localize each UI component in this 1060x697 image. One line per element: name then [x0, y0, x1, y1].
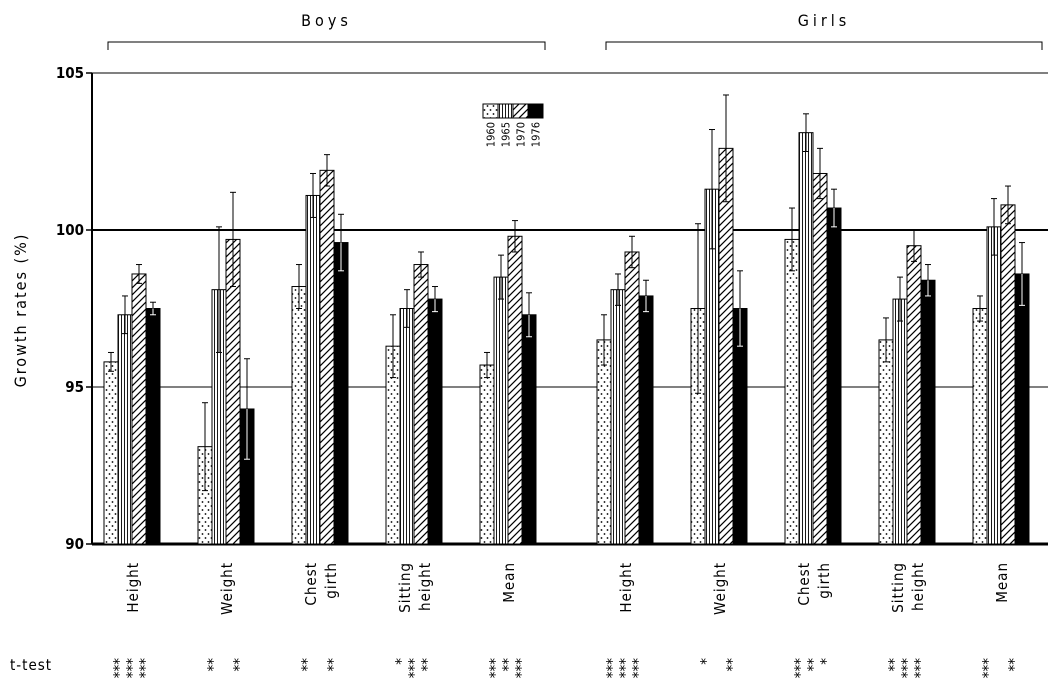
ttest-stars: *** — [136, 658, 154, 678]
category-label: Height — [617, 562, 635, 613]
category-label: Weight — [711, 562, 729, 615]
ttest-stars: * — [817, 658, 835, 665]
group-label: Girls — [798, 11, 851, 30]
bar-1970 — [812, 172, 828, 545]
y-tick-label: 95 — [65, 378, 84, 396]
legend-swatch-1960 — [482, 103, 499, 119]
ttest-stars: *** — [110, 658, 128, 678]
bar-1970 — [624, 251, 640, 545]
group-label: Boys — [301, 11, 352, 30]
ttest-stars: ** — [298, 658, 316, 672]
legend-label: 1960 — [485, 122, 498, 147]
bar-1976 — [920, 279, 936, 545]
y-tick-label: 105 — [56, 64, 84, 82]
category-label: Sitting — [889, 562, 907, 613]
legend-swatch-1970 — [512, 103, 529, 119]
ttest-stars: * — [697, 658, 715, 665]
category-label: height — [909, 562, 927, 611]
bar-1960 — [291, 286, 307, 545]
bar-1976 — [427, 298, 443, 545]
category-label: Chest — [795, 562, 813, 606]
ttest-stars: ** — [804, 658, 822, 672]
bar-1970 — [1000, 204, 1016, 545]
category-label: Chest — [302, 562, 320, 606]
legend-swatch-1965 — [497, 103, 514, 119]
bar-1976 — [145, 308, 161, 545]
bar-1965 — [798, 132, 814, 545]
ttest-stars: ** — [499, 658, 517, 672]
ttest-stars: ** — [324, 658, 342, 672]
bar-1965 — [610, 289, 626, 545]
bar-1976 — [1014, 273, 1030, 545]
ttest-stars: ** — [204, 658, 222, 672]
ttest-stars: *** — [616, 658, 634, 678]
bar-1976 — [638, 295, 654, 545]
legend-label: 1970 — [515, 122, 528, 147]
category-label: girth — [815, 562, 833, 599]
category-label: Mean — [500, 562, 518, 603]
category-label: girth — [322, 562, 340, 599]
bar-1960 — [784, 238, 800, 545]
group-bracket — [107, 41, 546, 50]
bar-1960 — [878, 339, 894, 545]
ttest-stars: *** — [512, 658, 530, 678]
ttest-stars: *** — [629, 658, 647, 678]
bar-1965 — [986, 226, 1002, 545]
ttest-stars: *** — [603, 658, 621, 678]
ttest-stars: *** — [791, 658, 809, 678]
ttest-stars: *** — [911, 658, 929, 678]
legend-swatch-1976 — [527, 103, 544, 119]
category-label: Height — [124, 562, 142, 613]
bar-1970 — [319, 169, 335, 545]
bar-1965 — [892, 298, 908, 545]
bar-1970 — [131, 273, 147, 545]
ttest-stars: *** — [979, 658, 997, 678]
category-label: Mean — [993, 562, 1011, 603]
y-axis-title: Growth rates (%) — [11, 233, 30, 388]
ttest-stars: *** — [486, 658, 504, 678]
bar-1976 — [826, 207, 842, 545]
bar-1960 — [103, 361, 119, 545]
ttest-stars: *** — [123, 658, 141, 678]
bar-1970 — [718, 147, 734, 545]
bar-1970 — [906, 245, 922, 545]
ttest-label: t-test — [10, 656, 52, 674]
bar-1965 — [399, 308, 415, 545]
bar-1976 — [333, 242, 349, 545]
bar-1960 — [479, 364, 495, 545]
ttest-stars: ** — [230, 658, 248, 672]
ttest-stars: *** — [898, 658, 916, 678]
ttest-stars: ** — [418, 658, 436, 672]
category-label: Weight — [218, 562, 236, 615]
ttest-stars: ** — [885, 658, 903, 672]
ttest-stars: ** — [723, 658, 741, 672]
bar-1976 — [521, 314, 537, 545]
legend-label: 1965 — [500, 122, 513, 147]
bar-1970 — [507, 235, 523, 545]
bar-1960 — [972, 308, 988, 545]
bar-1970 — [413, 264, 429, 545]
ttest-stars: ** — [1005, 658, 1023, 672]
ttest-stars: * — [392, 658, 410, 665]
y-tick-label: 100 — [56, 221, 84, 239]
ttest-stars: *** — [405, 658, 423, 678]
bar-1965 — [117, 314, 133, 545]
bar-1965 — [305, 194, 321, 545]
bar-1960 — [596, 339, 612, 545]
legend-label: 1976 — [530, 122, 543, 147]
group-bracket — [605, 41, 1043, 50]
category-label: height — [416, 562, 434, 611]
y-tick-label: 90 — [65, 535, 84, 553]
category-label: Sitting — [396, 562, 414, 613]
bar-1965 — [493, 276, 509, 545]
